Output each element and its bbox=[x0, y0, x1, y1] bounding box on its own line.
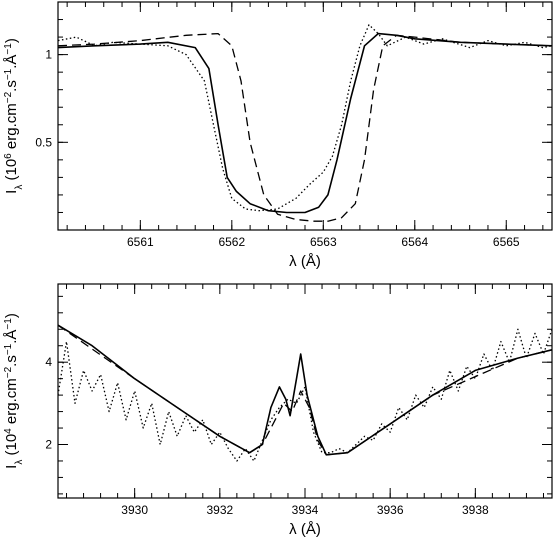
x-axis-label: λ (Å) bbox=[289, 253, 321, 270]
series-group bbox=[58, 324, 552, 462]
top-panel-halpha: 6561 6562 6563 6564 6565 0.5 1 λ (Å) Iλ (106 erg… bbox=[3, 1, 553, 270]
x-tick-label: 3938 bbox=[462, 503, 489, 517]
bottom-panel-caii-k: 3930 3932 3934 3936 3938 2 4 λ (Å) Iλ (104 erg.c… bbox=[3, 283, 553, 538]
x-tick-label: 6563 bbox=[310, 235, 337, 249]
series-line-dotted bbox=[58, 328, 552, 462]
y-tick-label: 0.5 bbox=[35, 135, 52, 149]
x-tick-label: 3936 bbox=[377, 503, 404, 517]
y-tick-label: 2 bbox=[45, 438, 52, 452]
series-line-dashed bbox=[58, 32, 552, 222]
x-tick-label: 6564 bbox=[401, 235, 428, 249]
series-line-dashed bbox=[58, 324, 552, 456]
y-tick-label: 1 bbox=[45, 48, 52, 62]
series-line-solid bbox=[58, 32, 552, 214]
y-axis-label: Iλ (106 erg.cm−2.s−1.Å−1) bbox=[3, 38, 25, 194]
x-axis-label: λ (Å) bbox=[289, 521, 321, 538]
plot-frame bbox=[57, 1, 553, 231]
x-tick-label: 3930 bbox=[121, 503, 148, 517]
plot-frame bbox=[57, 283, 553, 499]
x-tick-label: 3934 bbox=[292, 503, 319, 517]
y-tick-label: 4 bbox=[45, 355, 52, 369]
series-line-dotted bbox=[58, 24, 552, 212]
y-axis-label: Iλ (104 erg.cm−2.s−1.Å−1) bbox=[3, 313, 25, 469]
x-tick-label: 3932 bbox=[206, 503, 233, 517]
x-tick-label: 6561 bbox=[127, 235, 154, 249]
x-tick-label: 6565 bbox=[493, 235, 520, 249]
x-tick-label: 6562 bbox=[218, 235, 245, 249]
series-group bbox=[58, 24, 552, 222]
